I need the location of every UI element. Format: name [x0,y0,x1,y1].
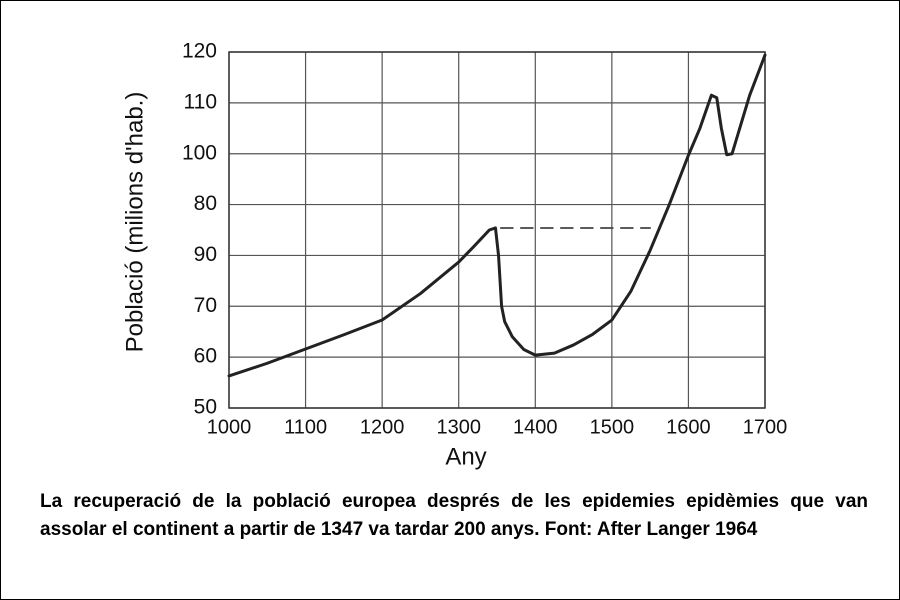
y-tick-label: 110 [184,90,217,113]
chart: Any Població (milions d'hab.) 50 60 70 90 80… [121,40,788,471]
y-tick-label: 100 [182,141,217,164]
y-tick-label: 80 [194,192,217,215]
y-tick-label: 70 [194,294,217,317]
x-tick-label: 1000 [207,416,252,438]
caption: La recuperació de la població europea de… [40,491,868,540]
y-tick-label: 120 [182,40,217,63]
x-tick-label: 1700 [743,416,788,438]
x-tick-label: 1100 [284,416,327,438]
x-axis-label: Any [445,443,486,470]
data-line [227,53,767,378]
y-tick-label: 50 [194,396,217,419]
y-tick-label: 90 [194,243,217,266]
x-tick-label: 1300 [436,416,481,438]
x-tick-label: 1400 [513,416,558,438]
y-tick-label: 60 [194,345,217,368]
x-tick-label: 1500 [590,416,635,438]
plot-frame [228,51,766,409]
x-tick-label: 1200 [360,416,405,438]
y-axis-label: Població (milions d'hab.) [121,92,148,353]
x-tick-label: 1600 [666,416,711,438]
